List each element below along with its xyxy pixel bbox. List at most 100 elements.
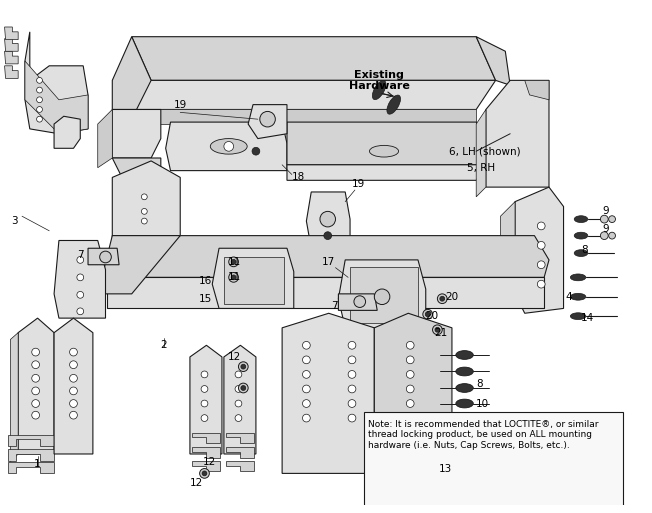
- Circle shape: [239, 383, 248, 393]
- Polygon shape: [476, 109, 486, 197]
- Polygon shape: [226, 447, 254, 458]
- Polygon shape: [287, 165, 486, 181]
- Polygon shape: [5, 38, 18, 51]
- Circle shape: [201, 415, 208, 422]
- Ellipse shape: [570, 274, 586, 281]
- Text: 9: 9: [602, 206, 609, 216]
- Circle shape: [324, 232, 332, 240]
- Text: 7: 7: [331, 302, 337, 311]
- Polygon shape: [127, 81, 496, 109]
- Ellipse shape: [211, 139, 247, 154]
- Circle shape: [303, 385, 310, 393]
- Polygon shape: [18, 318, 54, 454]
- Circle shape: [406, 356, 414, 364]
- Bar: [350, 267, 418, 323]
- Circle shape: [348, 400, 356, 407]
- Polygon shape: [112, 109, 161, 158]
- Text: 10: 10: [476, 399, 490, 408]
- Text: 13: 13: [439, 464, 452, 473]
- Polygon shape: [127, 109, 476, 124]
- Circle shape: [425, 312, 430, 317]
- Text: 12: 12: [228, 352, 241, 362]
- Circle shape: [354, 296, 366, 307]
- Circle shape: [70, 411, 78, 419]
- Circle shape: [241, 386, 246, 390]
- Text: 16: 16: [199, 276, 213, 286]
- Circle shape: [201, 386, 208, 392]
- Polygon shape: [5, 66, 18, 78]
- Circle shape: [259, 111, 275, 127]
- Text: 4: 4: [565, 292, 572, 302]
- Circle shape: [303, 400, 310, 407]
- Circle shape: [229, 257, 239, 267]
- Polygon shape: [10, 332, 18, 462]
- Circle shape: [423, 309, 432, 319]
- Circle shape: [235, 371, 242, 378]
- Text: 12: 12: [203, 457, 216, 467]
- Circle shape: [37, 97, 42, 103]
- Polygon shape: [224, 345, 256, 454]
- Ellipse shape: [456, 367, 473, 376]
- Polygon shape: [5, 27, 18, 40]
- Text: 5, RH: 5, RH: [466, 163, 495, 173]
- Circle shape: [231, 260, 236, 264]
- Text: 19: 19: [173, 100, 187, 110]
- Text: 20: 20: [426, 311, 439, 321]
- Polygon shape: [8, 435, 54, 446]
- Text: Existing
Hardware: Existing Hardware: [349, 70, 409, 91]
- Polygon shape: [108, 278, 544, 308]
- Circle shape: [70, 400, 78, 407]
- Polygon shape: [54, 241, 106, 318]
- Circle shape: [537, 261, 545, 269]
- Circle shape: [406, 385, 414, 393]
- Circle shape: [200, 468, 209, 478]
- Circle shape: [202, 471, 207, 476]
- Circle shape: [241, 364, 246, 369]
- Text: 21: 21: [434, 328, 448, 338]
- Ellipse shape: [456, 430, 473, 439]
- Text: 1: 1: [35, 459, 41, 469]
- Circle shape: [70, 374, 78, 382]
- Circle shape: [77, 308, 83, 315]
- Text: 6, LH (shown): 6, LH (shown): [449, 146, 521, 156]
- Circle shape: [32, 361, 40, 368]
- Polygon shape: [54, 318, 93, 454]
- Polygon shape: [192, 447, 220, 458]
- Text: 7: 7: [78, 250, 84, 260]
- Circle shape: [406, 400, 414, 407]
- Circle shape: [37, 116, 42, 122]
- Polygon shape: [213, 248, 294, 308]
- Polygon shape: [338, 294, 378, 310]
- Text: 14: 14: [581, 313, 594, 323]
- Text: 2: 2: [160, 340, 167, 350]
- Circle shape: [406, 370, 414, 378]
- Text: 20: 20: [445, 292, 458, 302]
- Circle shape: [32, 400, 40, 407]
- Polygon shape: [486, 81, 549, 187]
- Ellipse shape: [570, 293, 586, 300]
- Polygon shape: [112, 37, 151, 109]
- Text: 18: 18: [292, 172, 305, 183]
- Circle shape: [609, 216, 615, 223]
- Circle shape: [374, 289, 390, 305]
- Circle shape: [435, 327, 440, 332]
- Circle shape: [201, 371, 208, 378]
- Circle shape: [600, 232, 608, 240]
- Polygon shape: [112, 235, 549, 278]
- Ellipse shape: [456, 350, 473, 360]
- Circle shape: [609, 232, 615, 239]
- Text: 3: 3: [12, 216, 18, 226]
- Text: 19: 19: [352, 179, 365, 189]
- Circle shape: [32, 411, 40, 419]
- Ellipse shape: [370, 145, 398, 157]
- FancyBboxPatch shape: [364, 412, 623, 506]
- Ellipse shape: [456, 399, 473, 408]
- Polygon shape: [476, 37, 510, 85]
- Ellipse shape: [456, 413, 473, 422]
- Circle shape: [406, 342, 414, 349]
- Circle shape: [348, 370, 356, 378]
- Ellipse shape: [574, 232, 588, 239]
- Circle shape: [141, 208, 147, 214]
- Polygon shape: [501, 202, 515, 306]
- Text: 8: 8: [476, 379, 483, 389]
